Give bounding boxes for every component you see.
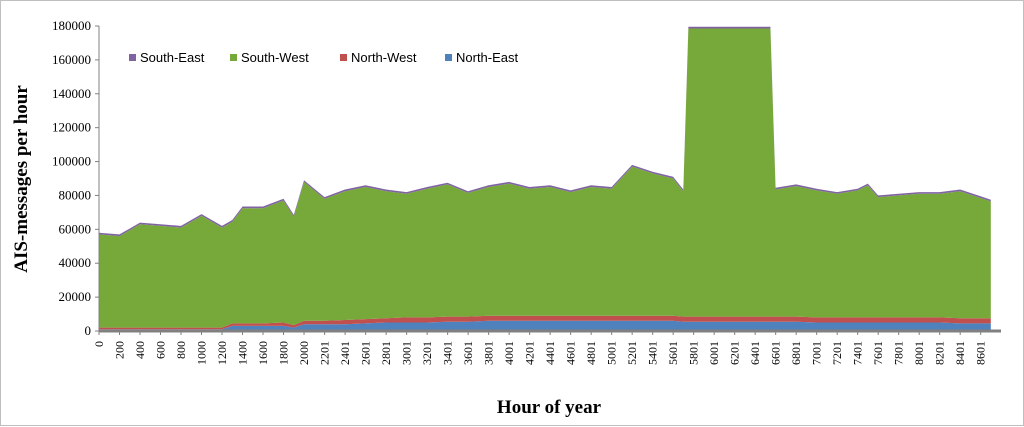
x-tick-label: 5601 [666,341,680,365]
y-tick-label: 40000 [59,255,92,270]
x-tick-label: 2601 [359,341,373,365]
x-tick-label: 1200 [215,341,229,365]
x-tick-label: 1000 [195,341,209,365]
y-tick-label: 120000 [52,120,91,135]
y-tick-label: 140000 [52,86,91,101]
x-tick-label: 3401 [441,341,455,365]
y-tick-label: 100000 [52,154,91,169]
area-south-west [99,28,991,328]
legend: South-East South-West North-West North-East [129,50,519,65]
x-tick-label: 7801 [892,341,906,365]
axis-layer: 0200004000060000800001000001200001400001… [52,18,1001,365]
y-tick-label: 160000 [52,52,91,67]
y-tick-label: 180000 [52,18,91,33]
y-axis-title: AIS-messages per hour [11,85,32,273]
x-tick-label: 5201 [625,341,639,365]
area-north-west [99,315,991,330]
x-tick-label: 3201 [420,341,434,365]
x-tick-label: 4601 [564,341,578,365]
x-tick-label: 200 [113,341,127,359]
x-tick-label: 6401 [748,341,762,365]
x-tick-label: 400 [133,341,147,359]
x-tick-label: 7401 [851,341,865,365]
x-tick-label: 3801 [482,341,496,365]
x-tick-label: 7601 [871,341,885,365]
x-tick-label: 4801 [584,341,598,365]
y-tick-label: 0 [85,323,92,338]
x-tick-label: 8401 [953,341,967,365]
x-tick-label: 2201 [318,341,332,365]
x-tick-label: 3001 [400,341,414,365]
x-tick-label: 2401 [338,341,352,365]
x-tick-label: 7201 [830,341,844,365]
x-tick-label: 4001 [502,341,516,365]
x-tick-label: 6601 [769,341,783,365]
area-north-east [99,320,991,331]
x-tick-label: 2000 [297,341,311,365]
legend-label-south-east: South-East [140,50,205,65]
x-tick-label: 4401 [543,341,557,365]
area-layer [99,26,991,331]
x-tick-label: 800 [174,341,188,359]
x-tick-label: 5401 [646,341,660,365]
y-tick-label: 20000 [59,289,92,304]
x-tick-label: 600 [154,341,168,359]
x-tick-label: 6201 [728,341,742,365]
x-tick-label: 8001 [912,341,926,365]
legend-swatch-south-east [129,54,136,61]
x-tick-label: 1400 [236,341,250,365]
legend-label-north-east: North-East [456,50,519,65]
x-tick-label: 7001 [810,341,824,365]
x-tick-label: 2801 [379,341,393,365]
legend-label-south-west: South-West [241,50,309,65]
legend-swatch-north-east [445,54,452,61]
x-tick-label: 0 [92,341,106,347]
legend-swatch-south-west [230,54,237,61]
x-tick-label: 1800 [277,341,291,365]
x-axis-title: Hour of year [497,397,602,418]
x-tick-label: 3601 [461,341,475,365]
legend-swatch-north-west [340,54,347,61]
x-tick-label: 1600 [256,341,270,365]
x-tick-label: 6001 [707,341,721,365]
x-tick-label: 4201 [523,341,537,365]
legend-label-north-west: North-West [351,50,417,65]
x-tick-label: 8601 [974,341,988,365]
x-tick-label: 8201 [933,341,947,365]
x-tick-label: 6801 [789,341,803,365]
y-tick-label: 80000 [59,187,92,202]
y-tick-label: 60000 [59,221,92,236]
x-tick-label: 5801 [687,341,701,365]
x-tick-label: 5001 [605,341,619,365]
